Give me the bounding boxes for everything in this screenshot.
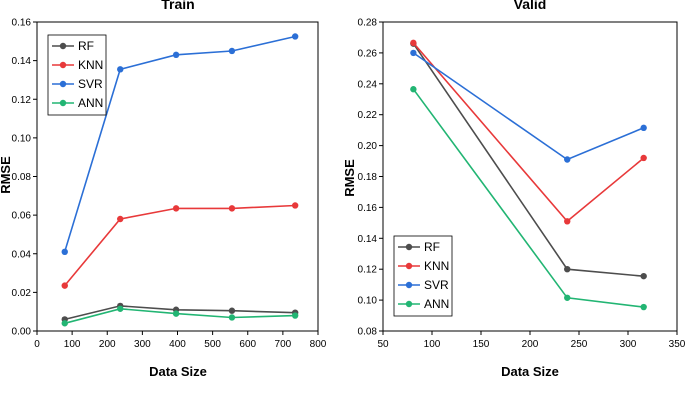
y-tick-label: 0.16 bbox=[12, 18, 32, 29]
data-point-svr bbox=[640, 124, 647, 132]
data-point-svr bbox=[228, 47, 236, 55]
y-tick-label: 0.14 bbox=[12, 56, 32, 67]
data-point-svr bbox=[564, 156, 571, 163]
train-chart: Train Data Size RMSE 0 100 200 300 400 500 600… bbox=[0, 0, 327, 379]
x-tick-label: 50 bbox=[377, 339, 389, 350]
y-tick-label: 0.10 bbox=[12, 133, 32, 144]
data-point-knn bbox=[410, 39, 417, 47]
data-point-svr bbox=[117, 66, 124, 73]
y-tick-label: 0.08 bbox=[12, 172, 32, 183]
x-tick-label: 400 bbox=[169, 339, 186, 350]
legend-marker bbox=[59, 61, 67, 69]
legend-marker bbox=[59, 80, 67, 88]
y-axis-label: RMSE bbox=[342, 159, 357, 197]
y-tick-label: 0.04 bbox=[12, 249, 32, 260]
legend-marker bbox=[405, 300, 413, 308]
x-tick-label: 500 bbox=[204, 339, 221, 350]
x-tick-label: 350 bbox=[669, 339, 685, 350]
data-point-rf bbox=[564, 266, 571, 273]
chart-title: Valid bbox=[514, 0, 547, 12]
legend-label: RF bbox=[424, 240, 440, 254]
legend-marker bbox=[405, 281, 413, 289]
x-axis-label: Data Size bbox=[149, 364, 207, 379]
data-point-knn bbox=[172, 205, 180, 212]
y-tick-label: 0.20 bbox=[358, 141, 378, 152]
legend-label: ANN bbox=[78, 96, 103, 110]
x-tick-label: 200 bbox=[99, 339, 116, 350]
y-tick-label: 0.10 bbox=[358, 296, 378, 307]
x-tick-label: 600 bbox=[239, 339, 256, 350]
y-tick-label: 0.24 bbox=[358, 79, 378, 90]
data-point-svr bbox=[410, 49, 417, 57]
data-point-ann bbox=[172, 310, 180, 317]
series-line-knn bbox=[64, 204, 296, 287]
y-tick-label: 0.26 bbox=[358, 48, 378, 59]
data-point-ann bbox=[228, 314, 236, 321]
y-tick-label: 0.08 bbox=[358, 327, 378, 338]
legend-marker bbox=[405, 243, 413, 251]
series-line-svr bbox=[412, 52, 645, 161]
data-point-knn bbox=[291, 202, 299, 209]
data-point-ann bbox=[410, 86, 417, 93]
legend-label: SVR bbox=[424, 278, 449, 292]
data-point-rf bbox=[640, 272, 647, 280]
data-point-knn bbox=[640, 154, 647, 162]
valid-chart: Valid Data Size RMSE 50 100 150 200 250 300 35… bbox=[342, 0, 685, 379]
x-tick-label: 800 bbox=[310, 339, 327, 350]
data-point-svr bbox=[61, 248, 68, 256]
x-tick-label: 250 bbox=[571, 339, 588, 350]
data-point-knn bbox=[117, 215, 124, 223]
legend-marker bbox=[59, 42, 67, 50]
y-tick-label: 0.28 bbox=[358, 18, 378, 29]
y-tick-label: 0.14 bbox=[358, 234, 378, 245]
x-tick-label: 200 bbox=[522, 339, 539, 350]
data-point-svr bbox=[172, 51, 180, 59]
chart-title: Train bbox=[161, 0, 194, 12]
legend-label: RF bbox=[78, 39, 94, 53]
x-tick-label: 100 bbox=[64, 339, 81, 350]
y-tick-label: 0.18 bbox=[358, 172, 378, 183]
x-axis-label: Data Size bbox=[501, 364, 559, 379]
y-tick-label: 0.06 bbox=[12, 211, 32, 222]
legend-marker bbox=[59, 99, 67, 107]
data-point-knn bbox=[564, 218, 571, 225]
data-point-ann bbox=[640, 303, 647, 311]
x-tick-label: 150 bbox=[473, 339, 490, 350]
y-axis-label: RMSE bbox=[0, 156, 13, 194]
legend-label: ANN bbox=[424, 297, 449, 311]
data-point-ann bbox=[61, 320, 68, 327]
legend-label: KNN bbox=[78, 58, 103, 72]
x-tick-label: 300 bbox=[620, 339, 637, 350]
data-point-svr bbox=[291, 33, 299, 40]
x-tick-label: 700 bbox=[275, 339, 292, 350]
legend-box bbox=[47, 34, 107, 116]
legend-label: SVR bbox=[78, 77, 103, 91]
y-tick-label: 0.12 bbox=[358, 265, 378, 276]
y-tick-label: 0.22 bbox=[358, 110, 378, 121]
y-tick-label: 0.00 bbox=[12, 327, 32, 338]
legend-box bbox=[393, 235, 453, 317]
legend-label: KNN bbox=[424, 259, 449, 273]
y-tick-label: 0.16 bbox=[358, 203, 378, 214]
x-tick-label: 0 bbox=[34, 339, 40, 350]
data-point-ann bbox=[117, 305, 124, 312]
y-tick-label: 0.12 bbox=[12, 95, 32, 106]
y-tick-label: 0.02 bbox=[12, 288, 32, 299]
x-tick-label: 100 bbox=[424, 339, 441, 350]
data-point-ann bbox=[564, 294, 571, 301]
data-point-rf bbox=[228, 307, 236, 314]
x-tick-label: 300 bbox=[134, 339, 151, 350]
data-point-ann bbox=[291, 312, 299, 319]
data-point-knn bbox=[228, 205, 236, 212]
legend-marker bbox=[405, 262, 413, 270]
data-point-knn bbox=[61, 282, 68, 289]
